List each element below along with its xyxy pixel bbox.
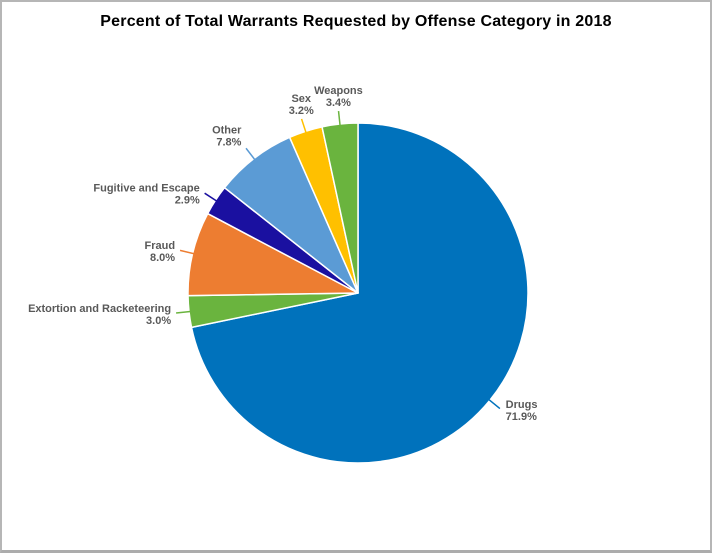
- slice-percent-extortion-and-racketeering: 3.0%: [146, 315, 171, 327]
- leader-line-weapons: [337, 110, 342, 130]
- slice-percent-fraud: 8.0%: [150, 252, 175, 264]
- slice-name-other: Other: [212, 124, 242, 136]
- leader-line-extortion-and-racketeering: [176, 310, 195, 314]
- slice-name-fugitive-and-escape: Fugitive and Escape: [93, 183, 199, 195]
- leader-line-drugs: [485, 396, 501, 410]
- slice-percent-fugitive-and-escape: 2.9%: [175, 195, 200, 207]
- slice-percent-weapons: 3.4%: [326, 97, 351, 109]
- slice-name-sex: Sex: [291, 93, 311, 105]
- slice-name-weapons: Weapons: [314, 85, 363, 97]
- leader-line-fraud: [179, 249, 198, 256]
- leader-line-other: [245, 147, 258, 163]
- slice-percent-sex: 3.2%: [289, 105, 314, 117]
- slice-percent-drugs: 71.9%: [506, 411, 537, 423]
- slice-name-drugs: Drugs: [506, 399, 538, 411]
- leader-line-fugitive-and-escape: [204, 192, 221, 204]
- leader-line-sex: [300, 118, 308, 137]
- slice-name-fraud: Fraud: [144, 240, 175, 252]
- chart-title: Percent of Total Warrants Requested by O…: [100, 13, 612, 30]
- slice-name-extortion-and-racketeering: Extortion and Racketeering: [28, 303, 171, 315]
- slice-percent-other: 7.8%: [216, 136, 241, 148]
